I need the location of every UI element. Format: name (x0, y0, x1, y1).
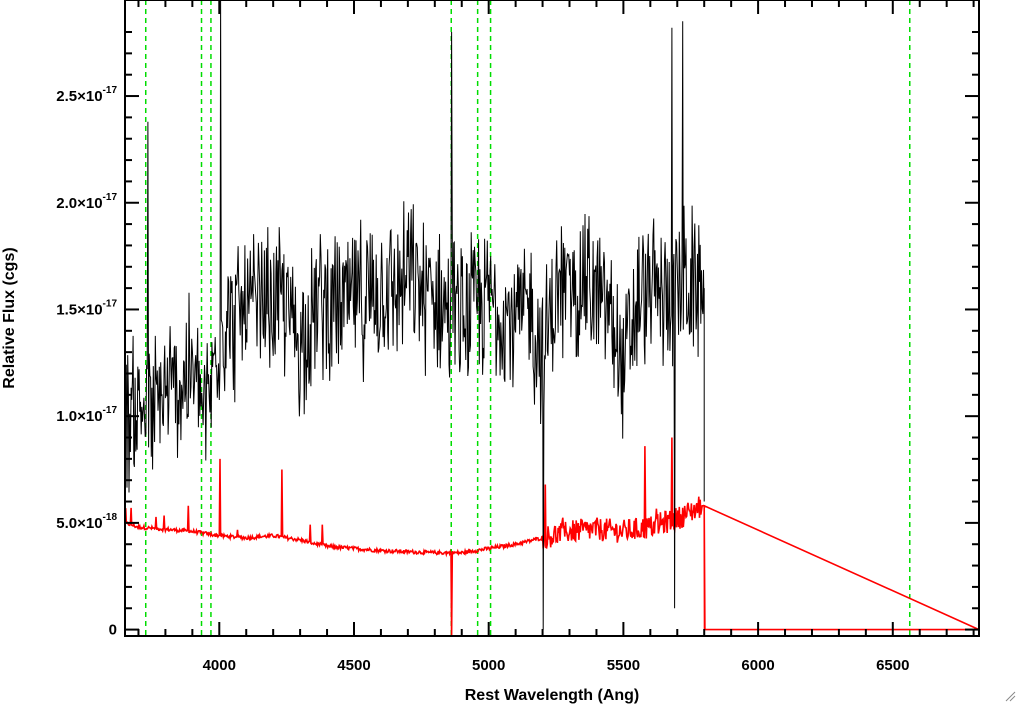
y-tick-label: 5.0×10-18 (56, 512, 117, 532)
x-tick-label: 6000 (741, 657, 774, 674)
series-line-black (124, 0, 705, 630)
x-tick-label: 5500 (607, 657, 640, 674)
y-axis-title: Relative Flux (cgs) (1, 247, 18, 388)
series-layer (124, 0, 980, 637)
x-tick-label: 5000 (472, 657, 505, 674)
x-axis-title: Rest Wavelength (Ang) (465, 687, 640, 704)
x-tick-label: 6500 (876, 657, 909, 674)
plot-frame (124, 0, 980, 637)
y-tick-label: 1.5×10-17 (56, 298, 117, 318)
reference-lines (144, 0, 911, 636)
y-tick-label: 0 (109, 622, 117, 639)
y-tick-label: 1.0×10-17 (56, 405, 117, 425)
x-tick-label: 4500 (337, 657, 370, 674)
x-tick-labels: 4000 4500 5000 5500 6000 6500 (203, 657, 910, 674)
x-tick-label: 4000 (203, 657, 236, 674)
y-tick-labels: 0 5.0×10-18 1.0×10-17 1.5×10-17 2.0×10-17 2.5… (56, 85, 117, 639)
y-tick-label: 2.5×10-17 (56, 85, 117, 105)
resize-grip-icon[interactable] (1004, 690, 1016, 702)
series-line-red (124, 437, 980, 637)
axis-ticks (125, 0, 979, 636)
y-tick-label: 2.0×10-17 (56, 192, 117, 212)
